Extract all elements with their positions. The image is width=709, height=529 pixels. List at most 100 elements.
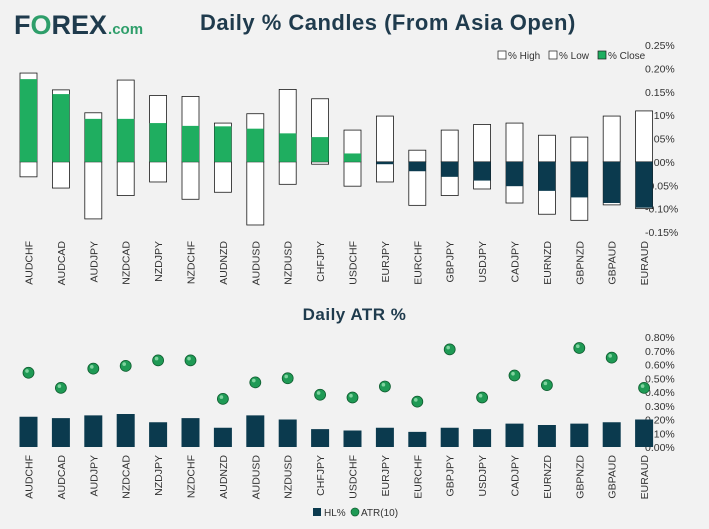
atr-category-label: GBPAUD	[607, 455, 619, 499]
atr-category-label: EURAUD	[639, 455, 651, 500]
candles-ytick-label: 0.15%	[645, 87, 675, 99]
close-bar	[408, 161, 426, 172]
hl-bar	[602, 422, 621, 447]
candles-category-label: NZDCHF	[186, 241, 198, 284]
atr-point-highlight	[90, 365, 94, 369]
atr-point	[411, 395, 424, 408]
atr-point-highlight	[252, 378, 256, 383]
atr-ytick-label: 0.70%	[645, 346, 675, 358]
atr-category-label: USDJPY	[477, 455, 489, 496]
atr-category-label: NZDCHF	[186, 455, 198, 498]
atr-point	[119, 359, 132, 372]
candles-chart-title: Daily % Candles (From Asia Open)	[200, 10, 576, 35]
candles-ytick-label: 0.20%	[645, 63, 675, 75]
legend-swatch	[497, 50, 507, 60]
atr-category-label: CHFJPY	[315, 455, 327, 496]
hl-bar	[278, 419, 297, 447]
legend-label-atr: ATR(10)	[361, 508, 398, 519]
atr-point	[476, 391, 489, 404]
atr-point-highlight	[284, 374, 289, 379]
close-bar	[246, 128, 264, 162]
atr-chart-title: Daily ATR %	[302, 305, 407, 324]
close-bar	[149, 123, 167, 162]
candles-category-label: USDCHF	[348, 241, 360, 285]
atr-ytick-label: 0.60%	[645, 360, 675, 372]
hl-bar	[537, 425, 556, 447]
atr-point-highlight	[349, 393, 353, 398]
atr-point	[443, 343, 456, 356]
hl-bar	[19, 416, 38, 447]
atr-point-highlight	[478, 393, 483, 398]
atr-point	[508, 369, 521, 382]
atr-category-label: EURNZD	[542, 455, 554, 499]
close-bar	[538, 161, 556, 191]
candles-category-label: USDJPY	[477, 241, 489, 282]
hl-bar	[116, 414, 135, 447]
atr-point-highlight	[511, 371, 515, 376]
atr-category-label: GBPJPY	[445, 455, 457, 496]
atr-point	[152, 354, 165, 367]
atr-category-label: AUDJPY	[88, 455, 100, 496]
atr-point-highlight	[187, 356, 191, 361]
legend-label: % Close	[608, 51, 646, 62]
atr-point-highlight	[381, 382, 386, 387]
atr-point-highlight	[608, 354, 612, 358]
candles-ytick-label: -0.15%	[645, 227, 678, 239]
atr-ytick-label: 0.50%	[645, 373, 675, 385]
atr-category-label: AUDCHF	[24, 455, 36, 499]
atr-point	[605, 351, 618, 364]
candles-category-label: GBPNZD	[574, 241, 586, 285]
atr-point-highlight	[576, 344, 580, 349]
candles-category-label: AUDCHF	[24, 241, 36, 285]
atr-point-highlight	[122, 362, 126, 366]
atr-ytick-label: 0.80%	[645, 332, 675, 344]
atr-point-highlight	[543, 381, 548, 386]
legend-swatch-hl	[313, 508, 321, 516]
hl-bar	[343, 430, 362, 447]
close-bar	[279, 133, 297, 162]
atr-point-highlight	[25, 369, 29, 373]
close-bar	[506, 161, 523, 187]
legend-label-hl: HL%	[324, 508, 346, 519]
candles-category-label: GBPJPY	[445, 241, 457, 282]
close-bar	[603, 161, 621, 204]
candles-category-label: AUDUSD	[250, 241, 262, 286]
legend-swatch	[597, 50, 607, 60]
close-bar	[20, 79, 37, 162]
close-bar	[214, 126, 232, 162]
atr-category-label: NZDUSD	[283, 455, 295, 499]
hl-bar	[181, 418, 200, 447]
candles-category-label: NZDUSD	[283, 241, 295, 285]
candles-category-label: EURJPY	[380, 241, 392, 282]
atr-point-highlight	[640, 384, 645, 388]
atr-point	[346, 391, 359, 404]
atr-category-label: NZDCAD	[121, 455, 133, 499]
hl-bar	[473, 429, 492, 447]
atr-point	[55, 381, 67, 394]
hl-bar	[440, 427, 459, 447]
hl-bar	[635, 419, 654, 447]
atr-point-highlight	[219, 395, 224, 399]
hl-bar	[84, 415, 103, 447]
hl-bar	[375, 427, 394, 447]
atr-point-highlight	[57, 384, 62, 388]
hl-bar	[408, 431, 427, 447]
hl-bar	[246, 415, 265, 447]
candles-ytick-label: 0.25%	[645, 40, 675, 52]
legend-swatch-atr	[350, 507, 360, 517]
close-bar	[635, 161, 653, 208]
hl-bar	[311, 429, 330, 447]
candles-category-label: AUDJPY	[88, 241, 100, 282]
candles-category-label: NZDCAD	[121, 241, 133, 285]
close-bar	[52, 94, 70, 162]
atr-point	[638, 381, 650, 394]
candles-category-label: AUDNZD	[218, 241, 230, 285]
atr-category-label: AUDNZD	[218, 455, 230, 499]
atr-point	[216, 392, 229, 405]
atr-ytick-label: 0.40%	[645, 387, 675, 399]
close-bar	[570, 161, 588, 198]
candles-category-label: EURAUD	[639, 241, 651, 286]
close-bar	[117, 118, 135, 162]
atr-point	[541, 379, 553, 392]
close-bar	[84, 118, 102, 162]
